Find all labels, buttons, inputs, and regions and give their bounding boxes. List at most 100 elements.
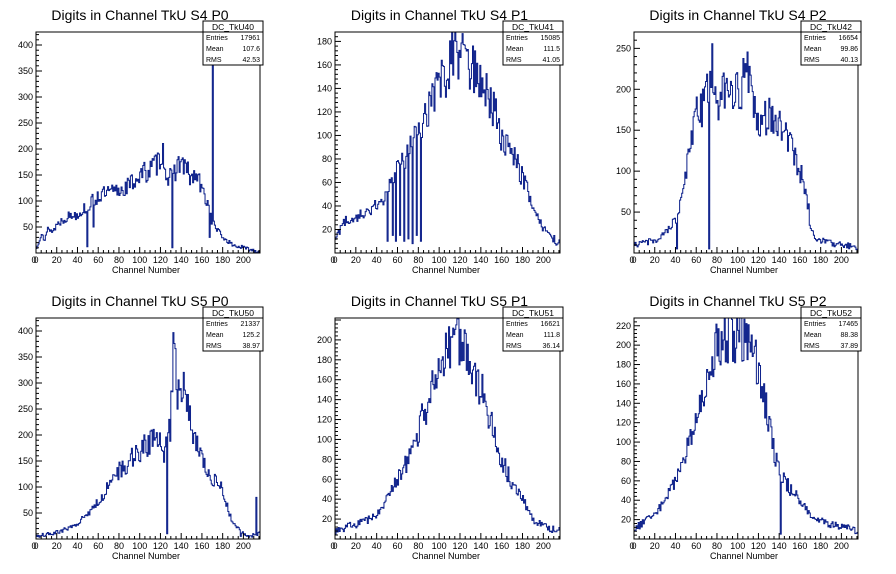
histogram-panel: Digits in Channel TkU S5 P2 0 20 40 60 80 100 1…	[616, 293, 862, 561]
x-tick-label: 160	[494, 255, 509, 265]
y-tick-label: 250	[18, 404, 33, 414]
y-tick-label: 100	[18, 196, 33, 206]
histogram-series-line	[334, 317, 561, 539]
origin-tick-label: 0	[330, 255, 335, 265]
stats-box	[800, 20, 862, 66]
stats-label: Entries	[804, 321, 826, 328]
panel-title: Digits in Channel TkU S4 P2	[649, 7, 826, 23]
x-tick-label: 160	[194, 255, 209, 265]
y-tick-label: 300	[18, 378, 33, 388]
y-tick-label: 120	[616, 418, 631, 428]
x-tick-label: 0	[332, 255, 337, 265]
y-tick-label: 250	[18, 118, 33, 128]
y-tick-label: 120	[317, 415, 332, 425]
x-tick-label: 80	[114, 541, 124, 551]
y-tick-label: 100	[616, 166, 631, 176]
x-tick-label: 0	[33, 541, 38, 551]
stats-label: Entries	[804, 35, 826, 42]
x-tick-label: 100	[432, 541, 447, 551]
x-tick-label: 120	[153, 541, 168, 551]
x-tick-label: 120	[452, 541, 467, 551]
x-tick-label: 60	[691, 541, 701, 551]
x-tick-label: 80	[712, 541, 722, 551]
stats-label: Mean	[206, 332, 224, 339]
x-tick-label: 180	[215, 541, 230, 551]
y-tick-label: 100	[616, 437, 631, 447]
x-tick-label: 140	[772, 541, 787, 551]
origin-tick-label: 0	[629, 541, 634, 551]
y-tick-label: 150	[18, 170, 33, 180]
stats-label: Mean	[506, 46, 524, 53]
stats-title: DC_TkU40	[212, 22, 254, 32]
x-tick-label: 140	[473, 541, 488, 551]
x-tick-label: 40	[72, 541, 82, 551]
stats-box	[502, 20, 564, 66]
panel-title: Digits in Channel TkU S5 P1	[351, 293, 528, 309]
stats-value: 38.97	[242, 343, 260, 350]
y-tick-label: 40	[621, 495, 631, 505]
origin-tick-label: 0	[31, 255, 36, 265]
x-tick-label: 180	[813, 255, 828, 265]
histogram-series-line	[35, 332, 261, 539]
stats-value: 37.89	[840, 343, 858, 350]
x-tick-label: 160	[194, 541, 209, 551]
x-tick-label: 60	[392, 255, 402, 265]
x-tick-label: 0	[631, 255, 636, 265]
y-tick-label: 50	[621, 207, 631, 217]
stats-value: 21337	[241, 321, 261, 328]
origin-tick-label: 0	[629, 255, 634, 265]
x-tick-label: 20	[351, 255, 361, 265]
y-tick-label: 20	[322, 514, 332, 524]
origin-tick-label: 0	[31, 541, 36, 551]
x-tick-label: 140	[473, 255, 488, 265]
x-tick-label: 40	[670, 255, 680, 265]
y-tick-label: 80	[621, 456, 631, 466]
stats-label: RMS	[506, 343, 522, 350]
x-tick-label: 100	[730, 255, 745, 265]
y-tick-label: 120	[317, 107, 332, 117]
x-tick-label: 60	[93, 255, 103, 265]
x-tick-label: 120	[751, 255, 766, 265]
y-tick-label: 40	[322, 201, 332, 211]
stats-box	[502, 306, 564, 352]
panel-title: Digits in Channel TkU S4 P1	[351, 7, 528, 23]
x-tick-label: 0	[332, 541, 337, 551]
histogram-series-line	[35, 41, 261, 254]
x-tick-label: 120	[452, 255, 467, 265]
stats-label: Entries	[206, 35, 228, 42]
histogram-series-line	[334, 31, 561, 253]
stats-label: Entries	[506, 321, 528, 328]
x-tick-label: 60	[93, 541, 103, 551]
stats-value: 17465	[839, 321, 859, 328]
panel-title: Digits in Channel TkU S5 P2	[649, 293, 826, 309]
stats-label: RMS	[804, 57, 820, 64]
histogram-series-line	[633, 317, 859, 539]
x-tick-label: 40	[670, 541, 680, 551]
x-tick-label: 20	[52, 255, 62, 265]
stats-title: DC_TkU42	[810, 22, 852, 32]
stats-value: 16621	[541, 321, 561, 328]
y-tick-label: 160	[317, 60, 332, 70]
x-tick-label: 180	[515, 255, 530, 265]
stats-box	[202, 20, 264, 66]
x-tick-label: 140	[174, 541, 189, 551]
y-tick-label: 40	[322, 494, 332, 504]
x-tick-label: 20	[650, 255, 660, 265]
y-tick-label: 180	[317, 36, 332, 46]
stats-value: 99.86	[840, 46, 858, 53]
stats-box	[800, 306, 862, 352]
x-tick-label: 120	[153, 255, 168, 265]
plot-frame	[633, 31, 859, 254]
stats-value: 15085	[541, 35, 561, 42]
histogram-panel: Digits in Channel TkU S4 P0 0 20 40 60 80 100 1…	[18, 7, 264, 275]
y-tick-label: 150	[616, 125, 631, 135]
x-axis-title: Channel Number	[710, 551, 778, 561]
y-tick-label: 220	[616, 321, 631, 331]
y-tick-label: 180	[616, 360, 631, 370]
y-tick-label: 160	[317, 375, 332, 385]
x-tick-label: 160	[792, 255, 807, 265]
y-tick-label: 350	[18, 66, 33, 76]
x-tick-label: 180	[813, 541, 828, 551]
x-tick-label: 200	[834, 255, 849, 265]
x-tick-label: 80	[413, 541, 423, 551]
